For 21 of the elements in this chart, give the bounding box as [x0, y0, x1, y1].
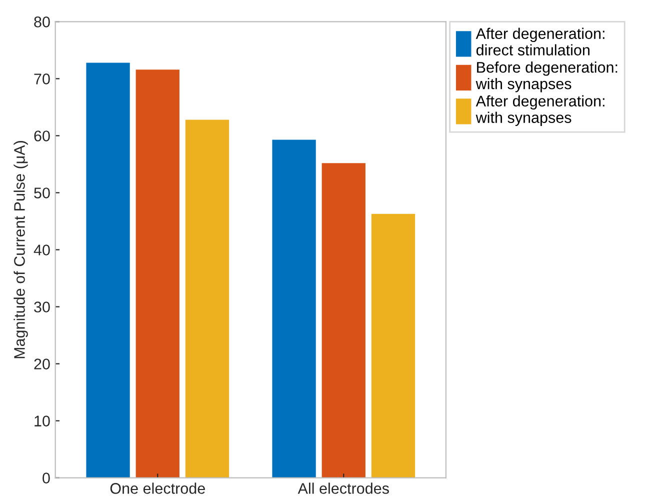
legend-label: Before degeneration: with synapses	[476, 62, 618, 92]
bar	[136, 70, 180, 478]
bar	[185, 120, 230, 478]
y-tick-label: 60	[34, 130, 50, 142]
bar	[272, 140, 316, 478]
bar	[371, 214, 416, 478]
legend-label: After degeneration: with synapses	[476, 95, 604, 126]
bar	[86, 62, 130, 478]
y-tick-label: 40	[34, 244, 50, 256]
y-tick-label: 70	[34, 74, 50, 84]
x-tick-label: One electrode	[110, 482, 205, 494]
y-tick-label: 20	[34, 358, 50, 370]
y-tick-label: 10	[34, 416, 50, 426]
x-tick-label: All electrodes	[298, 482, 389, 494]
bar	[322, 163, 366, 478]
y-tick-label: 0	[42, 472, 50, 484]
y-axis-title: Magnitude of Current Pulse (μA)	[14, 140, 28, 358]
y-tick-label: 50	[34, 188, 50, 198]
y-tick-label: 30	[34, 302, 50, 312]
y-tick-label: 80	[34, 16, 50, 28]
legend-label: After degeneration: direct stimulation	[476, 28, 604, 56]
